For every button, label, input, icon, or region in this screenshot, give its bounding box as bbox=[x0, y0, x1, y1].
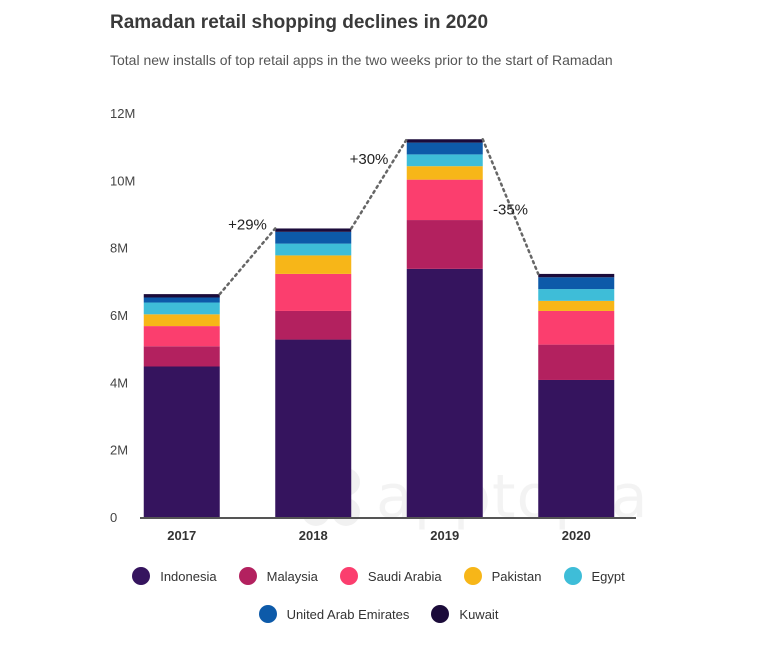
connectors-group bbox=[218, 138, 540, 296]
legend-swatch-icon bbox=[238, 567, 257, 585]
y-tick-label: 6M bbox=[110, 308, 128, 323]
legend-item: Malaysia bbox=[238, 567, 318, 585]
y-axis: 0 2M 4M 6M 8M 10M 12M bbox=[110, 106, 135, 525]
bar-segment-egypt bbox=[538, 289, 615, 301]
legend-label: Kuwait bbox=[459, 606, 499, 622]
legend-item: Pakistan bbox=[463, 567, 542, 585]
bar-segment-kuwait bbox=[143, 294, 220, 298]
y-tick-label: 10M bbox=[110, 173, 135, 188]
bar-segment-saudi-arabia bbox=[275, 273, 352, 311]
bar-segment-saudi-arabia bbox=[406, 179, 483, 221]
bar-segment-indonesia bbox=[143, 366, 220, 518]
legend-row-2: United Arab Emirates Kuwait bbox=[0, 605, 757, 623]
legend-label: Indonesia bbox=[160, 568, 217, 584]
legend-label: Malaysia bbox=[266, 568, 318, 584]
x-tick-label: 2018 bbox=[299, 528, 328, 543]
legend-swatch-icon bbox=[463, 567, 482, 585]
bar-segment-united-arab-emirates bbox=[538, 277, 615, 290]
bar-segment-malaysia bbox=[538, 344, 615, 380]
legend-label: United Arab Emirates bbox=[286, 606, 410, 622]
bar-segment-malaysia bbox=[406, 220, 483, 269]
bar-segment-indonesia bbox=[406, 268, 483, 518]
bar-segment-kuwait bbox=[538, 273, 615, 278]
legend-swatch-icon bbox=[258, 605, 277, 623]
legend-swatch-icon bbox=[431, 605, 450, 623]
chart-title: Ramadan retail shopping declines in 2020 bbox=[110, 12, 489, 33]
legend-item: Egypt bbox=[563, 567, 625, 585]
y-tick-label: 8M bbox=[110, 241, 128, 256]
bar-segment-egypt bbox=[406, 154, 483, 167]
bar-segment-egypt bbox=[143, 302, 220, 315]
legend-item: United Arab Emirates bbox=[258, 605, 410, 623]
legend-item: Saudi Arabia bbox=[339, 567, 442, 585]
bar-segment-indonesia bbox=[538, 379, 615, 518]
bar-segment-united-arab-emirates bbox=[275, 231, 352, 244]
legend-row-1: Indonesia Malaysia Saudi Arabia Pakistan Egy… bbox=[0, 567, 757, 585]
legend-label: Saudi Arabia bbox=[367, 568, 442, 584]
stacked-bar-chart: 0 2M 4M 6M 8M 10M 12M 2017 2018 2019 2020 +29% +30… bbox=[110, 106, 636, 543]
change-annotation: -35% bbox=[493, 202, 528, 219]
bar-segment-pakistan bbox=[538, 300, 615, 311]
bar-segment-saudi-arabia bbox=[538, 310, 615, 345]
bar-segment-pakistan bbox=[406, 166, 483, 180]
change-annotation: +30% bbox=[350, 151, 389, 168]
trend-connector bbox=[218, 227, 277, 296]
bar-segment-malaysia bbox=[275, 310, 352, 340]
y-tick-label: 12M bbox=[110, 106, 135, 121]
y-tick-label: 0 bbox=[110, 510, 117, 525]
trend-connector bbox=[350, 138, 408, 230]
x-axis: 2017 2018 2019 2020 bbox=[167, 528, 590, 543]
bar-segment-saudi-arabia bbox=[143, 326, 220, 347]
legend-swatch-icon bbox=[132, 567, 151, 585]
change-annotation: +29% bbox=[228, 216, 267, 233]
bar-segment-united-arab-emirates bbox=[406, 142, 483, 155]
legend-label: Pakistan bbox=[491, 568, 542, 584]
bar-segment-kuwait bbox=[406, 139, 483, 143]
y-tick-label: 4M bbox=[110, 375, 128, 390]
legend-label: Egypt bbox=[591, 568, 625, 584]
bars-group bbox=[143, 139, 615, 518]
bar-segment-egypt bbox=[275, 243, 352, 256]
x-tick-label: 2019 bbox=[430, 528, 459, 543]
bar-segment-malaysia bbox=[143, 346, 220, 367]
chart-subtitle: Total new installs of top retail apps in… bbox=[110, 52, 613, 68]
legend-item: Indonesia bbox=[132, 567, 217, 585]
bar-segment-pakistan bbox=[143, 314, 220, 327]
x-tick-label: 2020 bbox=[562, 528, 591, 543]
bar-segment-indonesia bbox=[275, 339, 352, 518]
y-tick-label: 2M bbox=[110, 443, 128, 458]
legend-item: Kuwait bbox=[431, 605, 498, 623]
trend-connector bbox=[481, 138, 540, 276]
x-tick-label: 2017 bbox=[167, 528, 196, 543]
legend-swatch-icon bbox=[339, 567, 358, 585]
legend-swatch-icon bbox=[563, 567, 582, 585]
annotations-group: +29% +30% -35% bbox=[228, 151, 528, 233]
bar-segment-kuwait bbox=[275, 228, 352, 232]
bar-segment-united-arab-emirates bbox=[143, 297, 220, 303]
bar-segment-pakistan bbox=[275, 255, 352, 274]
